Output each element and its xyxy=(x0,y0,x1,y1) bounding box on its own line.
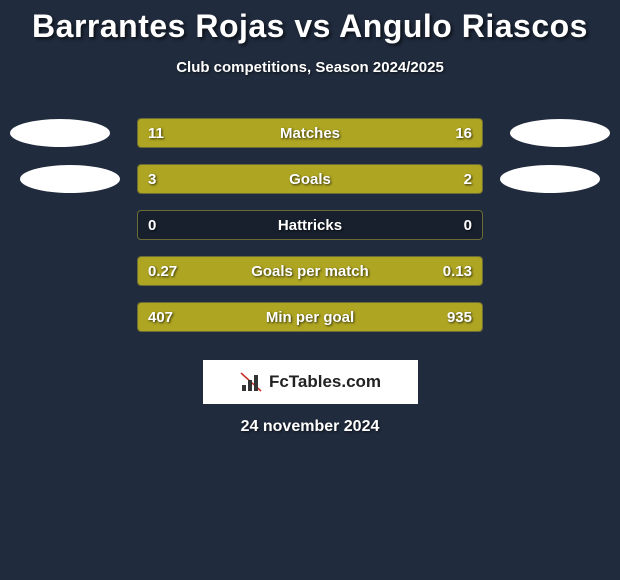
subtitle: Club competitions, Season 2024/2025 xyxy=(0,59,620,76)
bar-track: 0 0Hattricks xyxy=(137,210,483,240)
bar-right xyxy=(370,257,482,285)
right-disc xyxy=(500,165,600,193)
bar-left xyxy=(138,165,344,193)
stat-row: 407935Min per goal xyxy=(0,300,620,346)
bars-icon xyxy=(239,371,265,393)
bar-right xyxy=(278,119,482,147)
bar-label: Hattricks xyxy=(138,211,482,239)
stat-row: 1116Matches xyxy=(0,116,620,162)
left-disc xyxy=(20,165,120,193)
date-text: 24 november 2024 xyxy=(0,418,620,436)
left-disc xyxy=(10,119,110,147)
bar-left xyxy=(138,257,370,285)
logo-text: FcTables.com xyxy=(269,372,381,392)
stat-row: 0 0Hattricks xyxy=(0,208,620,254)
page-title: Barrantes Rojas vs Angulo Riascos xyxy=(0,0,620,45)
stat-row: 0.270.13Goals per match xyxy=(0,254,620,300)
bar-track: 1116Matches xyxy=(137,118,483,148)
value-left: 0 xyxy=(148,211,156,239)
bar-right xyxy=(242,303,482,331)
logo-box: FcTables.com xyxy=(203,360,418,404)
stats-rows: 1116Matches 32Goals 0 0Hattricks 0.270.13Goa… xyxy=(0,116,620,346)
value-right: 0 xyxy=(464,211,472,239)
bar-track: 0.270.13Goals per match xyxy=(137,256,483,286)
bar-track: 407935Min per goal xyxy=(137,302,483,332)
bar-left xyxy=(138,119,278,147)
stat-row: 32Goals xyxy=(0,162,620,208)
bar-track: 32Goals xyxy=(137,164,483,194)
right-disc xyxy=(510,119,610,147)
bar-right xyxy=(344,165,482,193)
bar-left xyxy=(138,303,242,331)
